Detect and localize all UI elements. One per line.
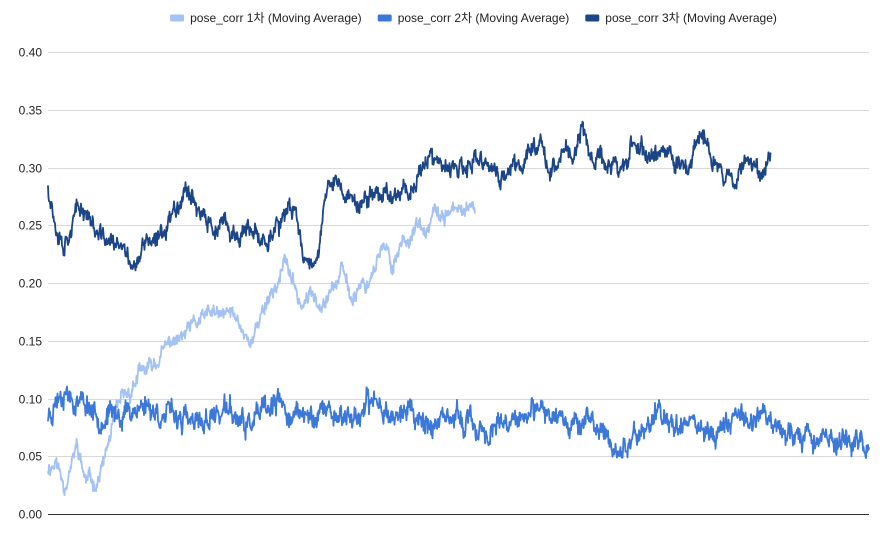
y-tick-label: 0.10	[19, 393, 43, 407]
legend-swatch	[377, 14, 392, 22]
series-lines	[47, 120, 870, 497]
y-tick-label: 0.15	[19, 335, 43, 349]
y-tick-label: 0.35	[19, 104, 43, 118]
legend-label: pose_corr 1차 (Moving Average)	[190, 11, 362, 25]
series-line-3	[47, 120, 772, 272]
legend-item-2[interactable]: pose_corr 2차 (Moving Average)	[377, 11, 570, 25]
series-line-1	[47, 201, 476, 497]
y-tick-label: 0.05	[19, 450, 43, 464]
legend-swatch	[585, 14, 600, 22]
legend-swatch	[170, 14, 185, 22]
legend-item-3[interactable]: pose_corr 3차 (Moving Average)	[585, 11, 777, 25]
legend[interactable]: pose_corr 1차 (Moving Average) pose_corr 2…	[170, 11, 777, 25]
y-tick-label: 0.20	[19, 277, 43, 291]
series-line-2	[47, 385, 870, 460]
legend-label: pose_corr 3차 (Moving Average)	[605, 11, 777, 25]
gridlines	[48, 52, 869, 515]
y-tick-label: 0.25	[19, 219, 43, 233]
y-tick-label: 0.30	[19, 162, 43, 176]
y-axis: 0.00 0.05 0.10 0.15 0.20 0.25 0.30 0.35 0.40	[19, 46, 43, 522]
y-tick-label: 0.00	[19, 508, 43, 522]
y-tick-label: 0.40	[19, 46, 43, 60]
legend-item-1[interactable]: pose_corr 1차 (Moving Average)	[170, 11, 362, 25]
legend-label: pose_corr 2차 (Moving Average)	[398, 11, 570, 25]
